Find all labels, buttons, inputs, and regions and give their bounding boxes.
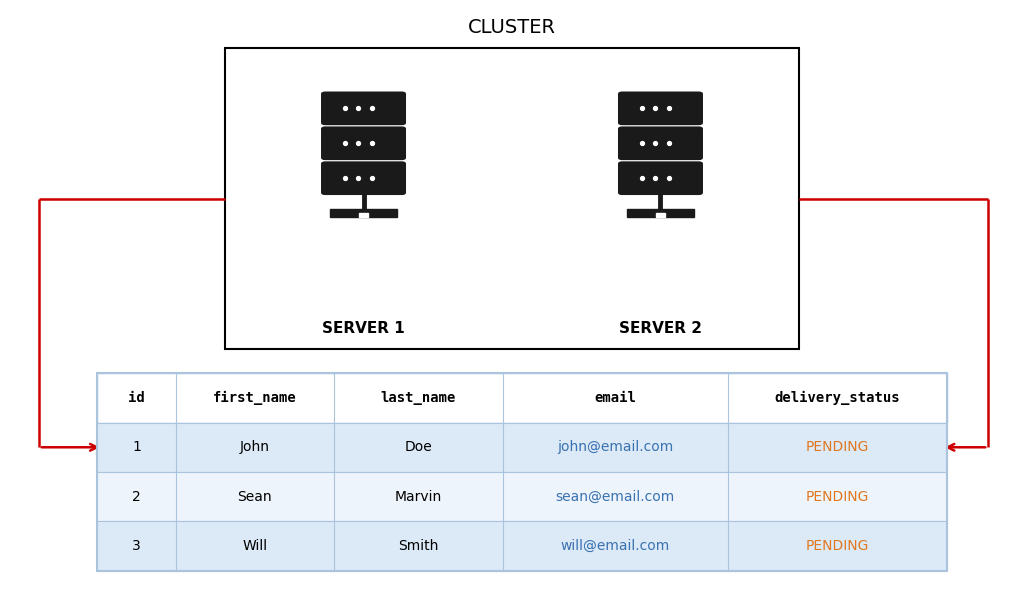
Text: Doe: Doe: [404, 440, 432, 455]
Text: will@email.com: will@email.com: [560, 539, 670, 553]
Text: delivery_status: delivery_status: [774, 391, 900, 405]
Bar: [97, 373, 947, 571]
Text: CLUSTER: CLUSTER: [468, 17, 556, 37]
Text: PENDING: PENDING: [806, 440, 869, 455]
Text: Will: Will: [243, 539, 267, 553]
Bar: [358, 213, 369, 217]
FancyBboxPatch shape: [618, 161, 702, 195]
Bar: [97, 472, 947, 521]
Bar: [97, 373, 947, 423]
Text: PENDING: PENDING: [806, 489, 869, 504]
Text: 1: 1: [132, 440, 141, 455]
Text: last_name: last_name: [381, 391, 456, 405]
Text: Marvin: Marvin: [394, 489, 441, 504]
Text: 3: 3: [132, 539, 141, 553]
Text: sean@email.com: sean@email.com: [555, 489, 675, 504]
Bar: [627, 209, 694, 217]
Text: SERVER 1: SERVER 1: [323, 321, 404, 335]
Text: first_name: first_name: [213, 391, 297, 405]
FancyBboxPatch shape: [618, 126, 702, 160]
Bar: [225, 48, 799, 349]
Text: 2: 2: [132, 489, 141, 504]
Bar: [330, 209, 397, 217]
Text: id: id: [128, 391, 145, 405]
Bar: [656, 213, 666, 217]
Text: john@email.com: john@email.com: [557, 440, 673, 455]
Text: John: John: [240, 440, 270, 455]
FancyBboxPatch shape: [618, 92, 702, 125]
Bar: [97, 423, 947, 472]
Text: Sean: Sean: [238, 489, 272, 504]
FancyBboxPatch shape: [322, 126, 406, 160]
Bar: [97, 521, 947, 571]
Text: email: email: [594, 391, 636, 405]
Text: PENDING: PENDING: [806, 539, 869, 553]
FancyBboxPatch shape: [322, 161, 406, 195]
FancyBboxPatch shape: [322, 92, 406, 125]
Text: SERVER 2: SERVER 2: [618, 321, 702, 335]
Text: Smith: Smith: [398, 539, 438, 553]
